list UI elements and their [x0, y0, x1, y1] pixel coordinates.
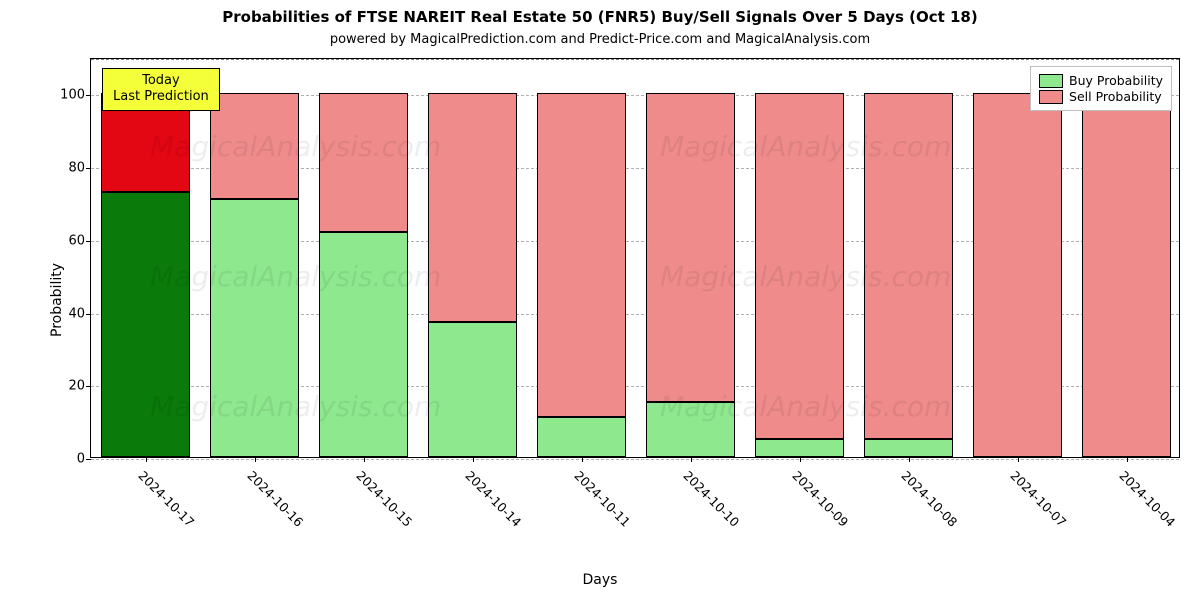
y-tick-mark: [86, 314, 91, 315]
x-tick-mark: [909, 457, 910, 462]
sell-bar: [210, 93, 299, 198]
legend-swatch: [1039, 74, 1063, 88]
x-tick-label: 2024-10-04: [1116, 468, 1178, 530]
bar-group: [428, 57, 517, 457]
sell-bar: [319, 93, 408, 231]
buy-bar: [101, 192, 190, 457]
bar-group: [646, 57, 735, 457]
x-axis-label: Days: [0, 572, 1200, 588]
y-tick-label: 40: [45, 306, 85, 321]
x-tick-mark: [1018, 457, 1019, 462]
today-annotation: TodayLast Prediction: [102, 68, 220, 111]
y-tick-mark: [86, 168, 91, 169]
chart-subtitle: powered by MagicalPrediction.com and Pre…: [0, 32, 1200, 47]
x-tick-mark: [582, 457, 583, 462]
chart-title: Probabilities of FTSE NAREIT Real Estate…: [0, 8, 1200, 26]
y-tick-label: 60: [45, 233, 85, 248]
bar-group: [210, 57, 299, 457]
buy-bar: [319, 232, 408, 457]
x-tick-label: 2024-10-16: [244, 468, 306, 530]
x-tick-mark: [1127, 457, 1128, 462]
annotation-line: Today: [113, 73, 209, 89]
x-tick-mark: [473, 457, 474, 462]
y-tick-label: 100: [45, 88, 85, 103]
x-tick-label: 2024-10-10: [680, 468, 742, 530]
annotation-line: Last Prediction: [113, 89, 209, 105]
x-tick-label: 2024-10-14: [462, 468, 524, 530]
y-tick-mark: [86, 95, 91, 96]
plot-area: 0204060801002024-10-172024-10-162024-10-…: [90, 58, 1180, 458]
y-tick-mark: [86, 386, 91, 387]
x-tick-label: 2024-10-15: [353, 468, 415, 530]
bar-group: [1082, 57, 1171, 457]
x-tick-label: 2024-10-08: [898, 468, 960, 530]
sell-bar: [864, 93, 953, 438]
sell-bar: [537, 93, 626, 417]
legend-item: Buy Probability: [1039, 73, 1163, 88]
x-tick-mark: [800, 457, 801, 462]
buy-bar: [864, 439, 953, 457]
bar-group: [101, 57, 190, 457]
sell-bar: [973, 93, 1062, 457]
y-tick-mark: [86, 241, 91, 242]
buy-bar: [646, 402, 735, 457]
x-tick-mark: [146, 457, 147, 462]
sell-bar: [1082, 93, 1171, 457]
legend-item: Sell Probability: [1039, 89, 1163, 104]
bar-group: [319, 57, 408, 457]
buy-bar: [755, 439, 844, 457]
legend-label: Sell Probability: [1069, 89, 1162, 104]
y-tick-mark: [86, 459, 91, 460]
x-tick-mark: [364, 457, 365, 462]
y-axis-label: Probability: [49, 263, 65, 337]
legend-swatch: [1039, 90, 1063, 104]
legend-label: Buy Probability: [1069, 73, 1163, 88]
buy-bar: [210, 199, 299, 457]
x-tick-label: 2024-10-07: [1007, 468, 1069, 530]
bar-group: [973, 57, 1062, 457]
buy-bar: [537, 417, 626, 457]
bar-group: [864, 57, 953, 457]
chart-container: Probabilities of FTSE NAREIT Real Estate…: [0, 0, 1200, 600]
sell-bar: [646, 93, 735, 402]
y-tick-label: 0: [45, 452, 85, 467]
legend: Buy ProbabilitySell Probability: [1030, 66, 1172, 111]
sell-bar: [755, 93, 844, 438]
x-tick-label: 2024-10-11: [571, 468, 633, 530]
sell-bar: [428, 93, 517, 322]
buy-bar: [428, 322, 517, 457]
x-tick-label: 2024-10-09: [789, 468, 851, 530]
y-tick-label: 20: [45, 379, 85, 394]
y-tick-label: 80: [45, 161, 85, 176]
bar-group: [755, 57, 844, 457]
x-tick-mark: [255, 457, 256, 462]
x-tick-label: 2024-10-17: [135, 468, 197, 530]
x-tick-mark: [691, 457, 692, 462]
bar-group: [537, 57, 626, 457]
